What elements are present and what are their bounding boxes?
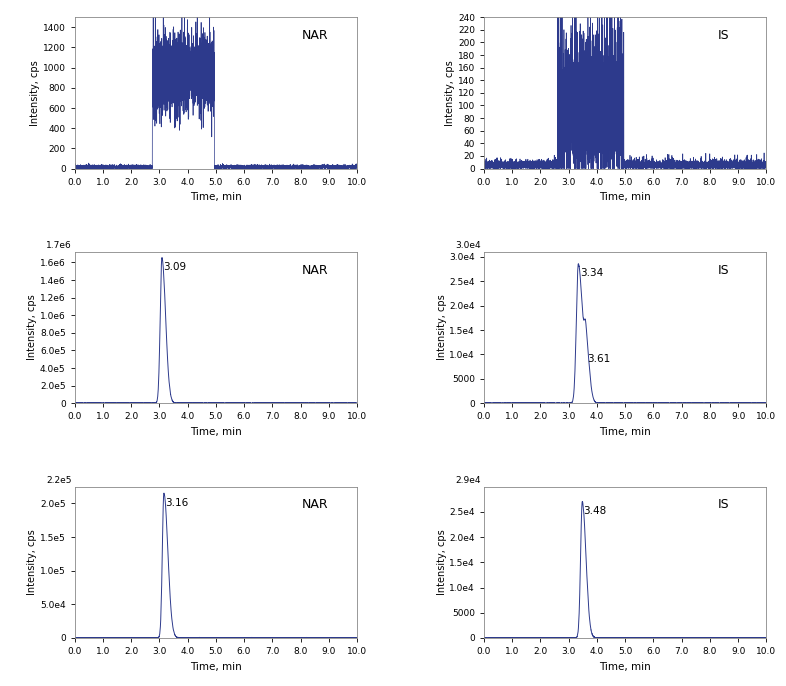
- Text: 3.16: 3.16: [165, 497, 189, 508]
- Y-axis label: Intensity, cps: Intensity, cps: [27, 295, 37, 360]
- Text: IS: IS: [718, 29, 730, 42]
- Text: 2.2e5: 2.2e5: [46, 476, 72, 485]
- Text: NAR: NAR: [301, 29, 328, 42]
- Text: 3.0e4: 3.0e4: [456, 241, 481, 250]
- Text: 3.61: 3.61: [587, 353, 611, 364]
- X-axis label: Time, min: Time, min: [190, 192, 242, 202]
- Text: 3.34: 3.34: [580, 268, 603, 279]
- X-axis label: Time, min: Time, min: [599, 661, 651, 672]
- Y-axis label: Intensity, cps: Intensity, cps: [436, 530, 446, 595]
- Y-axis label: Intensity, cps: Intensity, cps: [30, 60, 40, 126]
- Text: IS: IS: [718, 263, 730, 276]
- Text: 1.7e6: 1.7e6: [46, 241, 72, 250]
- Text: 2.9e4: 2.9e4: [456, 476, 481, 485]
- X-axis label: Time, min: Time, min: [599, 427, 651, 437]
- Text: 3.48: 3.48: [583, 506, 607, 516]
- X-axis label: Time, min: Time, min: [599, 192, 651, 202]
- Text: NAR: NAR: [301, 498, 328, 511]
- Y-axis label: Intensity, cps: Intensity, cps: [445, 60, 455, 126]
- Y-axis label: Intensity, cps: Intensity, cps: [27, 530, 37, 595]
- Y-axis label: Intensity, cps: Intensity, cps: [436, 295, 446, 360]
- Text: 3.09: 3.09: [163, 262, 186, 272]
- X-axis label: Time, min: Time, min: [190, 427, 242, 437]
- Text: NAR: NAR: [301, 263, 328, 276]
- X-axis label: Time, min: Time, min: [190, 661, 242, 672]
- Text: IS: IS: [718, 498, 730, 511]
